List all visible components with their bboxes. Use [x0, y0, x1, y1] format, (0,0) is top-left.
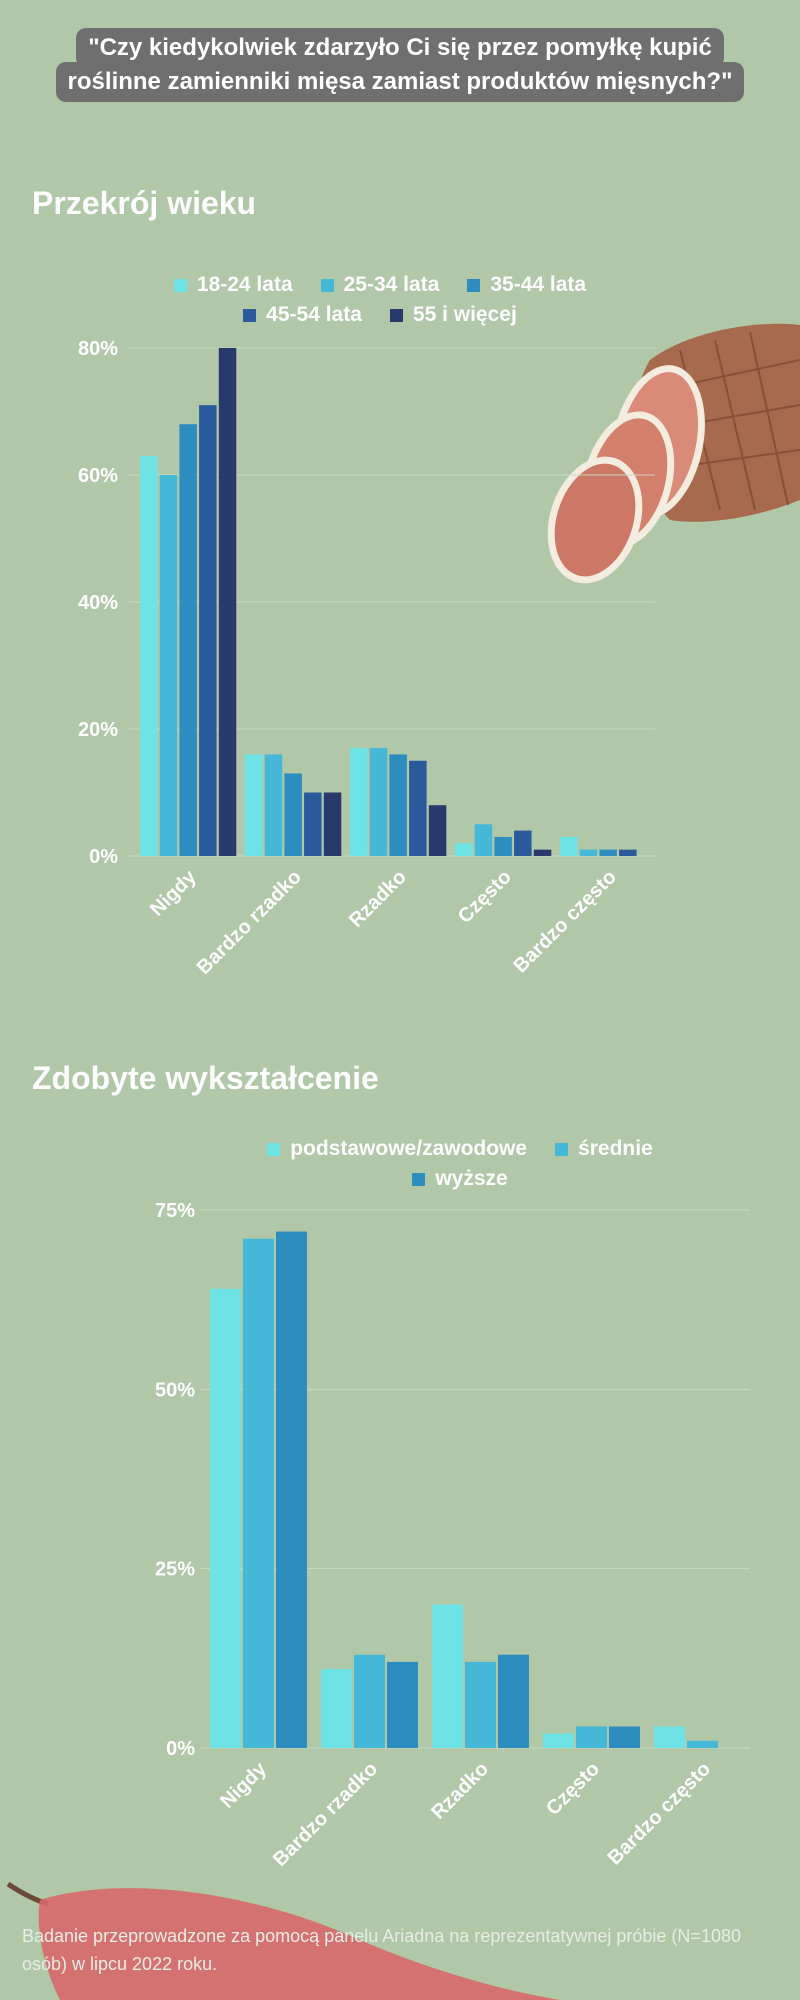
- bar: [321, 1669, 352, 1748]
- bar: [387, 1661, 418, 1748]
- y-tick-label: 0%: [166, 1738, 195, 1760]
- bar: [140, 455, 158, 856]
- bar: [687, 1740, 718, 1748]
- bar: [264, 754, 283, 856]
- bar: [619, 849, 637, 856]
- bar: [210, 1288, 241, 1748]
- x-tick-label: Nigdy: [216, 1757, 271, 1812]
- bar: [276, 1231, 307, 1748]
- pepper-illustration: [6, 1881, 560, 2000]
- bar: [474, 824, 493, 856]
- age-legend: 18-24 lata 25-34 lata 35-44 lata 45-54 lata…: [140, 272, 620, 332]
- bar: [579, 849, 598, 856]
- bar: [432, 1604, 463, 1748]
- y-tick-label: 0%: [89, 846, 118, 868]
- bar: [245, 754, 263, 856]
- legend-swatch: [320, 278, 334, 292]
- bar: [218, 348, 237, 856]
- bar: [369, 748, 388, 856]
- x-tick-label: Bardzo często: [604, 1758, 715, 1869]
- legend-swatch: [173, 278, 187, 292]
- education-section-title: Zdobyte wykształcenie: [32, 1060, 379, 1096]
- x-tick-label: Nigdy: [146, 865, 201, 920]
- title-line-2: roślinne zamienniki mięsa zamiast produk…: [55, 62, 745, 102]
- bar: [543, 1733, 574, 1748]
- title-line-1: "Czy kiedykolwiek zdarzyło Ci się przez …: [76, 28, 724, 68]
- bar: [409, 760, 427, 856]
- legend-label: 35-44 lata: [490, 273, 587, 296]
- legend-swatch: [267, 1142, 281, 1156]
- bar: [354, 1654, 385, 1748]
- legend-label: podstawowe/zawodowe: [290, 1137, 528, 1160]
- bar: [654, 1726, 685, 1748]
- legend-swatch: [243, 308, 257, 322]
- x-tick-label: Rzadko: [345, 866, 411, 932]
- bar: [494, 836, 512, 856]
- x-tick-label: Często: [542, 1758, 604, 1820]
- bar: [576, 1726, 607, 1748]
- bar: [465, 1661, 496, 1748]
- y-tick-label: 75%: [155, 1200, 195, 1222]
- legend-item: wyższe: [412, 1166, 508, 1192]
- y-tick-label: 80%: [78, 338, 118, 360]
- legend-label: wyższe: [435, 1167, 508, 1190]
- legend-swatch: [555, 1142, 569, 1156]
- age-section-title: Przekrój wieku: [32, 185, 257, 221]
- y-tick-label: 60%: [78, 465, 118, 487]
- bar: [514, 830, 532, 856]
- bar: [599, 849, 617, 856]
- bar: [455, 843, 473, 856]
- bar: [428, 805, 447, 856]
- bar: [199, 405, 217, 856]
- bar: [560, 836, 578, 856]
- y-tick-label: 25%: [155, 1559, 195, 1581]
- legend-item: 18-24 lata: [173, 272, 293, 298]
- education-legend: podstawowe/zawodowe średnie wyższe: [220, 1136, 700, 1196]
- bar: [609, 1726, 640, 1748]
- legend-label: 18-24 lata: [196, 273, 293, 296]
- y-tick-label: 50%: [155, 1379, 195, 1401]
- x-tick-label: Bardzo rzadko: [269, 1758, 382, 1871]
- y-tick-label: 40%: [78, 592, 118, 614]
- legend-label: średnie: [578, 1137, 653, 1160]
- legend-item: średnie: [555, 1136, 653, 1162]
- legend-swatch: [389, 308, 403, 322]
- legend-swatch: [467, 278, 481, 292]
- bar: [243, 1238, 274, 1748]
- page-title: "Czy kiedykolwiek zdarzyło Ci się przez …: [0, 28, 800, 102]
- bar: [159, 475, 178, 856]
- legend-swatch: [412, 1172, 426, 1186]
- footnote: Badanie przeprowadzone za pomocą panelu …: [22, 1926, 741, 1974]
- legend-label: 55 i więcej: [412, 303, 517, 326]
- x-tick-label: Bardzo rzadko: [193, 866, 306, 979]
- y-tick-label: 20%: [78, 719, 118, 741]
- bar: [533, 849, 552, 856]
- bar: [304, 792, 322, 856]
- bar: [179, 424, 197, 856]
- bar: [323, 792, 342, 856]
- x-tick-label: Rzadko: [427, 1758, 493, 1824]
- x-tick-label: Często: [454, 866, 516, 928]
- legend-item: podstawowe/zawodowe: [267, 1136, 527, 1162]
- bar: [498, 1654, 529, 1748]
- legend-item: 25-34 lata: [320, 272, 440, 298]
- bar: [389, 754, 407, 856]
- x-tick-label: Bardzo często: [509, 866, 620, 977]
- legend-item: 55 i więcej: [389, 302, 517, 328]
- legend-label: 45-54 lata: [266, 303, 362, 326]
- bar: [350, 748, 368, 856]
- legend-item: 35-44 lata: [467, 272, 586, 298]
- legend-item: 45-54 lata: [243, 302, 362, 328]
- legend-label: 25-34 lata: [343, 273, 440, 296]
- bar: [284, 773, 302, 856]
- ham-illustration: [547, 323, 800, 584]
